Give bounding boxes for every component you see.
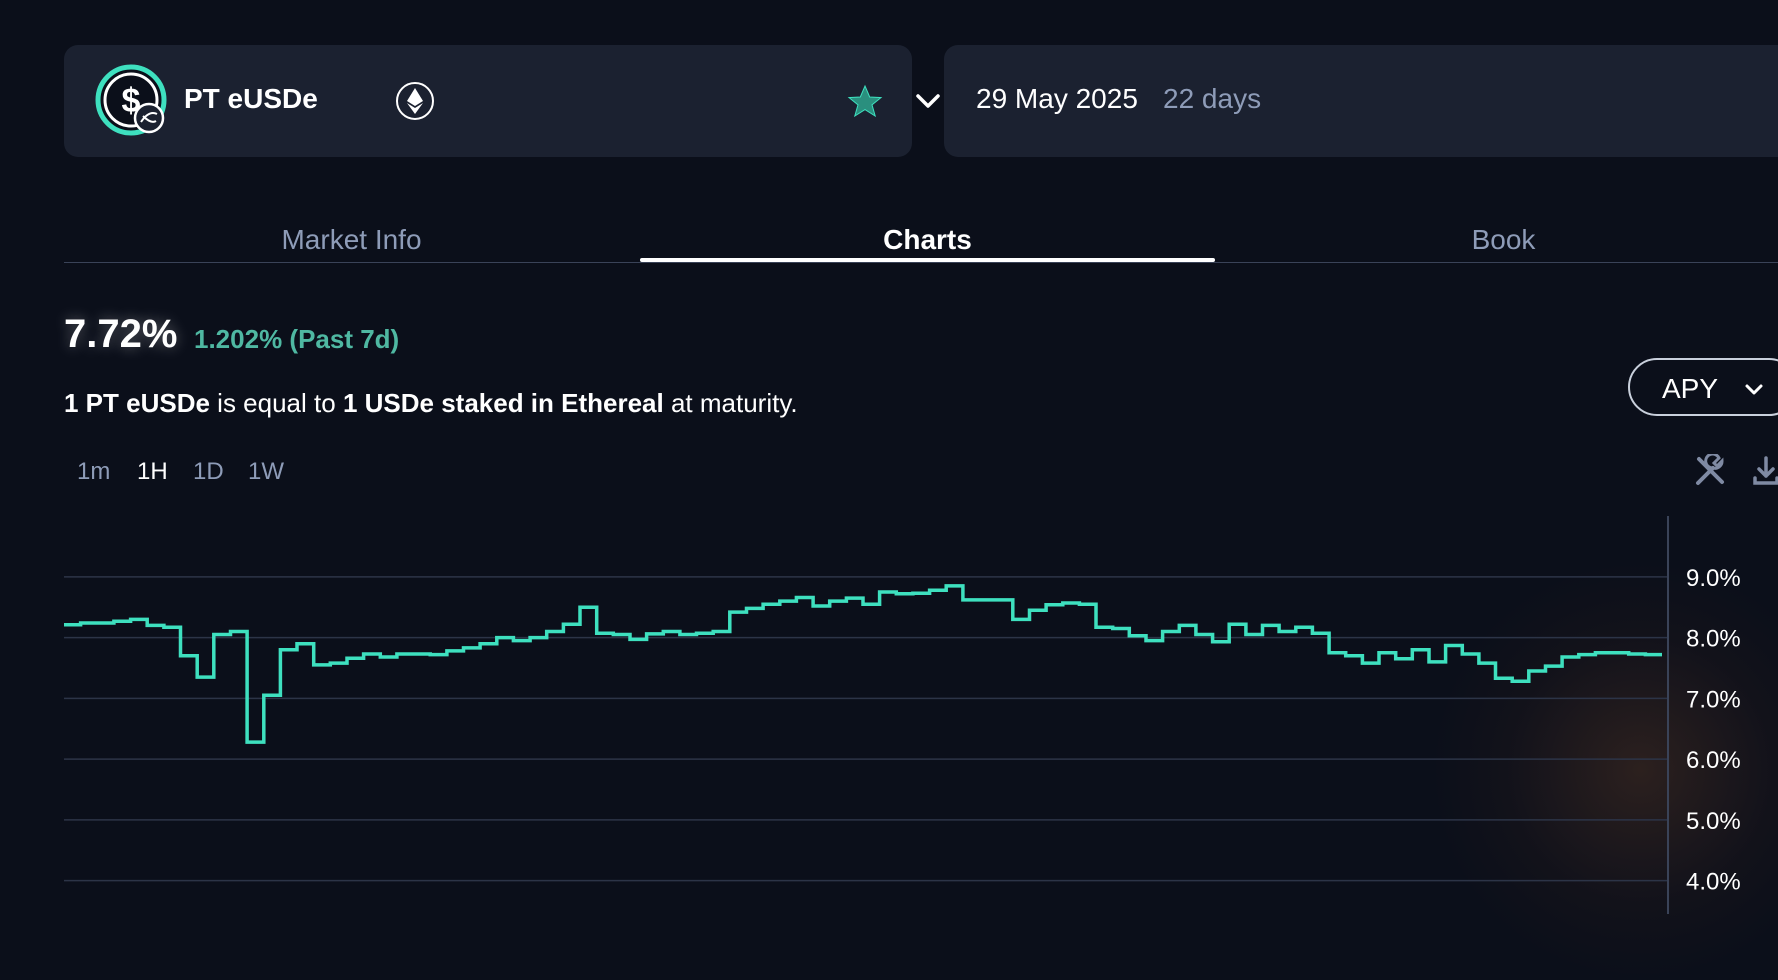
usde-coin-icon: $: [95, 64, 167, 136]
maturity-date: 29 May 2025: [976, 83, 1138, 114]
timeframe-1w[interactable]: 1W: [248, 458, 284, 485]
active-tab-indicator: [640, 258, 1215, 262]
ethereum-icon: [396, 82, 434, 120]
chevron-down-icon[interactable]: [912, 85, 944, 117]
y-tick-label: 4.0%: [1686, 869, 1741, 896]
download-icon[interactable]: [1749, 454, 1778, 488]
chart-type-dropdown[interactable]: APY: [1628, 358, 1778, 416]
days-to-maturity: 22 days: [1163, 83, 1262, 114]
timeframe-1d[interactable]: 1D: [193, 458, 224, 485]
y-axis-ticks: 9.0% 8.0% 7.0% 6.0% 5.0% 4.0%: [1686, 565, 1741, 896]
market-name: PT eUSDe: [184, 83, 318, 114]
star-icon[interactable]: [846, 83, 884, 121]
chart-type-label: APY: [1662, 373, 1719, 404]
chart-grid: [64, 576, 1668, 882]
desc-mid: is equal to: [209, 388, 343, 418]
tab-book[interactable]: Book: [1471, 224, 1536, 255]
current-rate: 7.72%: [64, 312, 178, 356]
tab-market-info[interactable]: Market Info: [281, 224, 422, 255]
y-tick-label: 6.0%: [1686, 747, 1741, 774]
tools-icon[interactable]: [1693, 454, 1727, 488]
tab-charts[interactable]: Charts: [883, 224, 972, 255]
desc-amount: 1 PT eUSDe: [64, 388, 210, 418]
desc-end: at maturity.: [663, 388, 798, 418]
timeframe-1m[interactable]: 1m: [77, 458, 111, 485]
y-tick-label: 9.0%: [1686, 565, 1741, 592]
desc-underlying: 1 USDe staked in Ethereal: [342, 388, 664, 418]
market-selector[interactable]: $ PT eUSDe: [64, 45, 940, 157]
maturity-card: 29 May 2025 22 days: [944, 45, 1778, 157]
timeframe-1h[interactable]: 1H: [137, 458, 168, 485]
y-tick-label: 5.0%: [1686, 808, 1741, 835]
chevron-down-icon: [1745, 384, 1763, 395]
y-tick-label: 7.0%: [1686, 686, 1741, 713]
market-description: 1 PT eUSDe is equal to 1 USDe staked in …: [64, 388, 798, 419]
y-tick-label: 8.0%: [1686, 626, 1741, 653]
apy-series-line: [64, 584, 1662, 744]
tab-bar: Market Info Charts Book: [64, 218, 1778, 263]
rate-change: 1.202% (Past 7d): [194, 324, 400, 354]
background-glow: [1430, 560, 1778, 980]
